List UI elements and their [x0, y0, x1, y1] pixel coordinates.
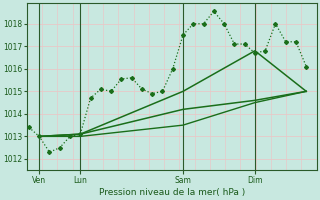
X-axis label: Pression niveau de la mer( hPa ): Pression niveau de la mer( hPa ) [99, 188, 245, 197]
